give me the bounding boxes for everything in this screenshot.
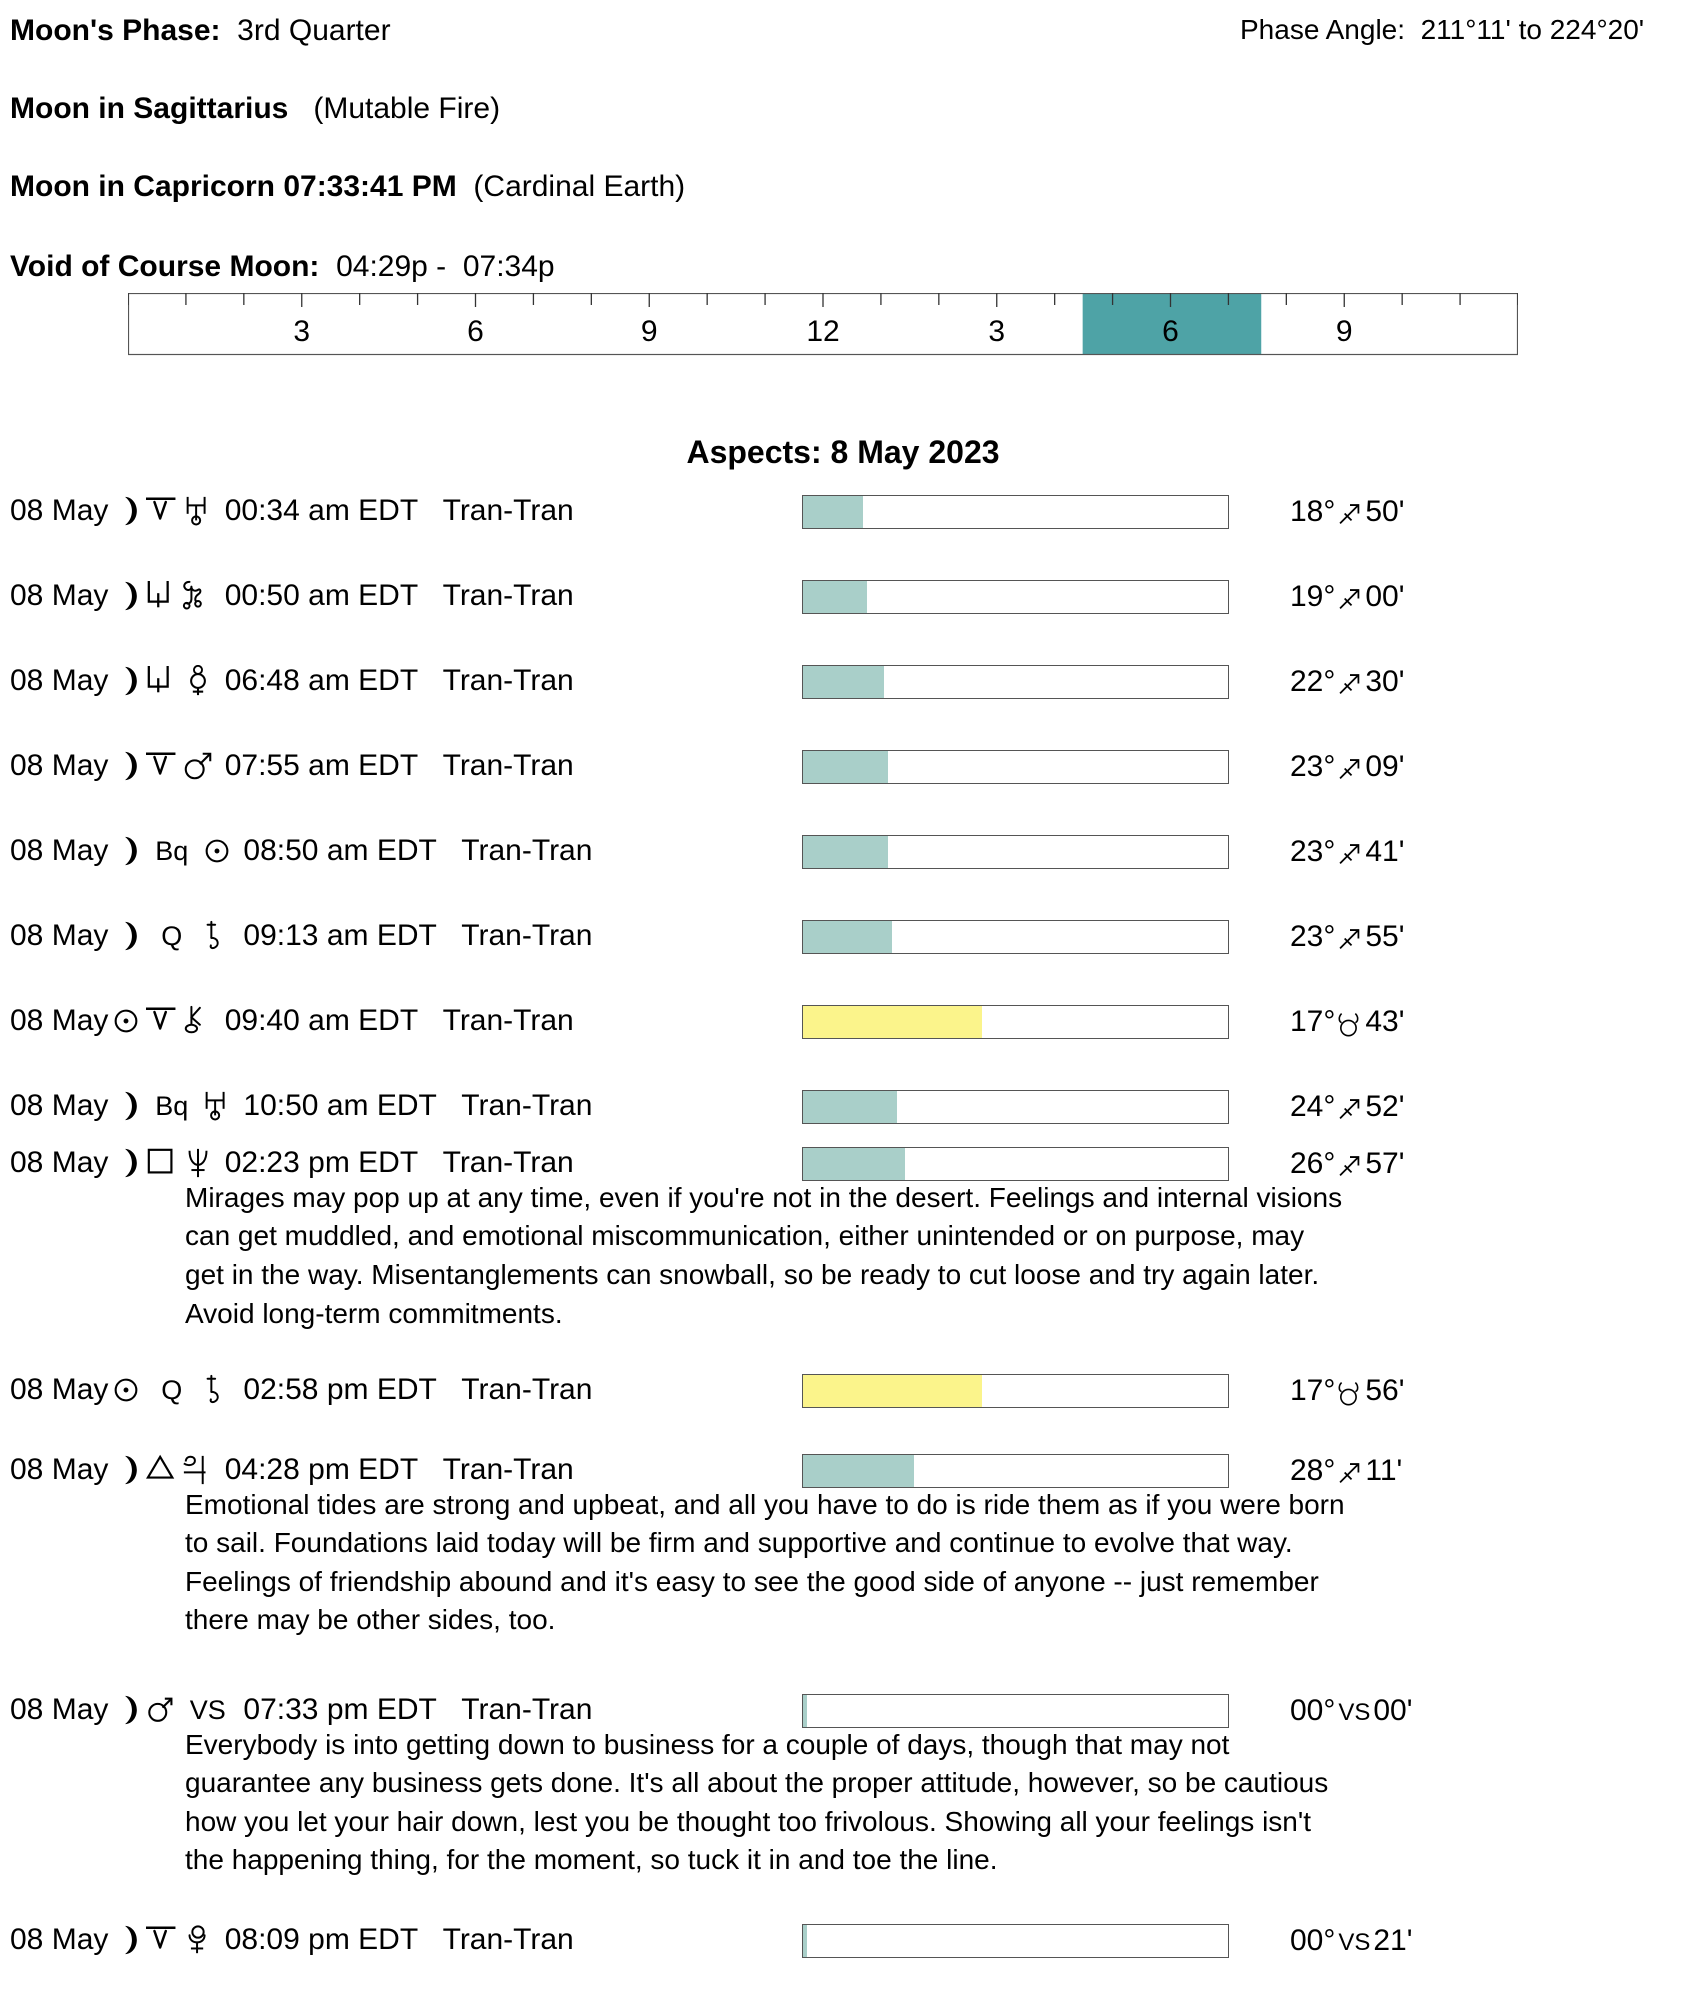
svg-text:3: 3 [293,315,310,348]
svg-text:9: 9 [641,315,658,348]
svg-text:6: 6 [467,315,484,348]
svg-text:3: 3 [988,315,1005,348]
svg-text:12: 12 [806,315,839,348]
svg-text:6: 6 [1162,315,1179,348]
svg-text:9: 9 [1336,315,1353,348]
